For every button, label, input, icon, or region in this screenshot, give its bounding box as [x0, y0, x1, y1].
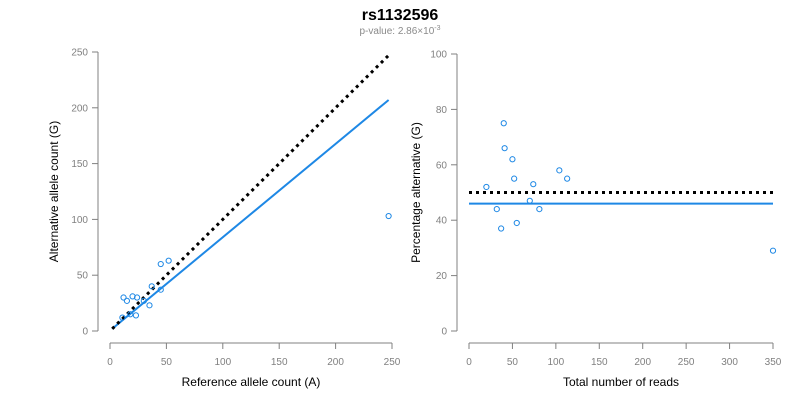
- data-points: [483, 120, 777, 254]
- data-point: [530, 181, 537, 188]
- data-point: [501, 145, 508, 152]
- x-tick-label: 250: [678, 357, 695, 368]
- right-panel-percentage-alternative: 0 20 40 60 80 100 0 50 100 150 200 250 300 350 Total n…: [409, 50, 782, 390]
- data-point: [127, 311, 134, 318]
- chart-title: rs1132596: [362, 7, 439, 24]
- y-tick-label: 80: [436, 105, 448, 116]
- data-point: [509, 156, 516, 163]
- x-axis: 0 50 100 150 200 250: [107, 342, 401, 368]
- x-tick-label: 200: [634, 357, 651, 368]
- x-tick-label: 50: [161, 357, 173, 368]
- data-point: [133, 294, 141, 301]
- data-point: [120, 294, 127, 301]
- data-point: [140, 297, 147, 304]
- data-point: [119, 314, 126, 321]
- data-points: [119, 212, 392, 321]
- data-point: [536, 206, 543, 213]
- x-tick-label: 50: [507, 357, 519, 368]
- x-tick-label: 200: [327, 357, 344, 368]
- data-point: [483, 183, 490, 191]
- x-tick-label: 0: [107, 357, 113, 368]
- data-point: [157, 286, 164, 293]
- y-axis: 0 50 100 150 200 250: [71, 48, 99, 338]
- y-tick-label: 150: [71, 159, 88, 170]
- x-tick-label: 150: [271, 357, 288, 368]
- chart-subtitle: p-value: 2.86×10-3: [359, 25, 440, 37]
- y-tick-label: 0: [441, 327, 447, 338]
- data-point: [493, 206, 500, 213]
- x-axis-label: Total number of reads: [563, 375, 679, 389]
- y-tick-label: 250: [71, 48, 88, 59]
- x-tick-label: 350: [765, 357, 782, 368]
- y-tick-label: 200: [71, 103, 88, 114]
- y-tick-label: 100: [71, 215, 88, 226]
- y-tick-label: 100: [430, 50, 447, 61]
- data-point: [146, 302, 153, 309]
- x-tick-label: 100: [548, 357, 565, 368]
- left-panel-allele-counts: 0 50 100 150 200 250 0 50 100 150 200 250 Reference …: [47, 48, 401, 390]
- reference-line: [111, 54, 390, 330]
- data-point: [148, 283, 155, 290]
- data-point: [513, 219, 520, 227]
- data-point: [564, 175, 571, 182]
- y-tick-label: 20: [436, 271, 448, 282]
- y-axis-label: Alternative allele count (G): [47, 121, 61, 262]
- x-tick-label: 0: [466, 357, 472, 368]
- data-point: [769, 247, 777, 254]
- y-axis-label: Percentage alternative (G): [409, 122, 423, 263]
- p-value-exponent: -3: [434, 25, 440, 32]
- data-point: [556, 167, 563, 174]
- x-tick-label: 300: [721, 357, 738, 368]
- y-tick-label: 0: [82, 327, 88, 338]
- data-point: [511, 175, 518, 182]
- x-axis-label: Reference allele count (A): [182, 375, 321, 389]
- y-tick-label: 60: [436, 160, 448, 171]
- x-axis: 0 50 100 150 200 250 300 350: [466, 342, 782, 368]
- data-point: [498, 225, 505, 232]
- data-point: [526, 197, 533, 204]
- p-value-text: p-value: 2.86×10: [359, 26, 434, 37]
- data-point: [500, 120, 507, 127]
- fit-line: [111, 99, 390, 330]
- y-tick-label: 40: [436, 216, 448, 227]
- data-point: [132, 312, 140, 319]
- data-point: [385, 212, 392, 220]
- data-point: [123, 297, 131, 304]
- y-axis: 0 20 40 60 80 100: [430, 50, 458, 338]
- data-point: [165, 257, 172, 264]
- data-point: [157, 260, 164, 268]
- y-tick-label: 50: [77, 271, 89, 282]
- x-tick-label: 250: [384, 357, 401, 368]
- x-tick-label: 150: [591, 357, 608, 368]
- x-tick-label: 100: [214, 357, 231, 368]
